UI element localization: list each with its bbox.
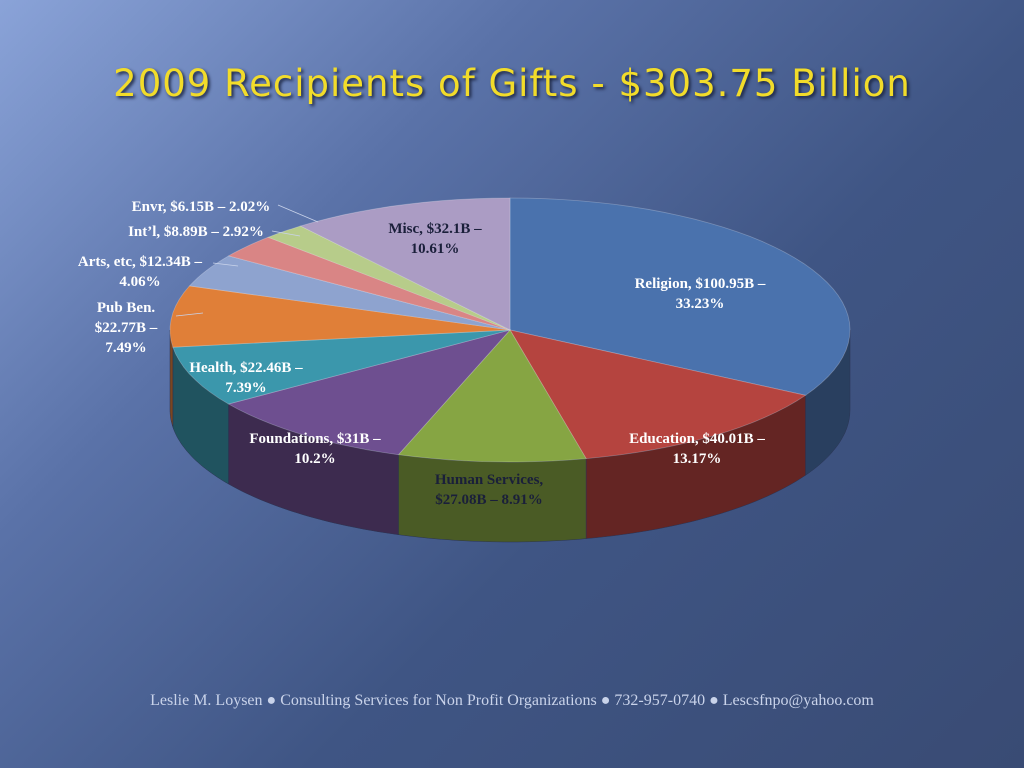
slice-label-line: $27.08B – 8.91%: [435, 492, 543, 508]
slice-label-line: 7.49%: [105, 340, 146, 356]
slide-title: 2009 Recipients of Gifts - $303.75 Billi…: [113, 62, 911, 105]
slice-label-health: Health, $22.46B – 7.39%: [189, 360, 303, 396]
pie-slice-misc: [299, 197, 511, 331]
slice-label-line: Pub Ben.: [97, 300, 156, 316]
pie-slice-int-l: [227, 236, 511, 331]
slice-label-line: Human Services,: [435, 472, 544, 488]
pie-top-group: [169, 197, 851, 463]
slice-label-religion: Religion, $100.95B – 33.23%: [635, 276, 766, 312]
slice-label-foundations: Foundations, $31B – 10.2%: [249, 431, 381, 467]
pie-slice-arts-etc: [188, 255, 511, 331]
slice-label-pub-ben-: Pub Ben. $22.77B – 7.49%: [95, 300, 158, 356]
slice-label-line: Health, $22.46B –: [189, 360, 303, 376]
slice-label-arts-etc: Arts, etc, $12.34B – 4.06%: [78, 254, 203, 290]
slice-label-line: 13.17%: [673, 451, 722, 467]
slice-label-line: 10.61%: [411, 241, 460, 257]
footer-contact: Leslie M. Loysen ● Consulting Services f…: [150, 692, 874, 709]
leader-line: [271, 230, 301, 237]
slice-label-line: 7.39%: [225, 380, 266, 396]
slice-label-line: 10.2%: [294, 451, 335, 467]
slice-label-line: Envr, $6.15B – 2.02%: [132, 199, 271, 215]
leader-line: [277, 204, 319, 223]
slice-label-line: Religion, $100.95B –: [635, 276, 766, 292]
slice-label-int-l: Int’l, $8.89B – 2.92%: [128, 224, 264, 240]
slice-label-line: Arts, etc, $12.34B –: [78, 254, 203, 270]
pie-slice-envr: [267, 225, 511, 331]
pie-side-pub-ben-: [169, 330, 174, 428]
pie-slice-pub-ben-: [169, 285, 511, 348]
pie-labels: Religion, $100.95B – 33.23% Education, $40…: [78, 199, 766, 508]
slice-label-line: Misc, $32.1B –: [388, 221, 482, 237]
slice-label-line: Education, $40.01B –: [629, 431, 765, 447]
pie-slice-health: [172, 329, 511, 405]
pie-side-group: [169, 329, 851, 543]
slice-label-line: 33.23%: [676, 296, 725, 312]
slice-label-envr: Envr, $6.15B – 2.02%: [132, 199, 271, 215]
pie-slice-human-services: [397, 329, 587, 463]
slice-label-misc: Misc, $32.1B – 10.61%: [388, 221, 482, 257]
slice-label-education: Education, $40.01B – 13.17%: [629, 431, 765, 467]
slice-label-line: Int’l, $8.89B – 2.92%: [128, 224, 264, 240]
leader-line: [212, 262, 239, 267]
leader-line: [175, 312, 204, 317]
pie-slice-religion: [509, 197, 851, 396]
slice-label-line: Foundations, $31B –: [249, 431, 381, 447]
pie-slice-education: [509, 329, 807, 460]
pie-slice-foundations: [227, 329, 512, 456]
slice-label-line: 4.06%: [119, 274, 160, 290]
slice-label-human-services: Human Services, $27.08B – 8.91%: [435, 472, 544, 508]
slice-label-line: $22.77B –: [95, 320, 158, 336]
